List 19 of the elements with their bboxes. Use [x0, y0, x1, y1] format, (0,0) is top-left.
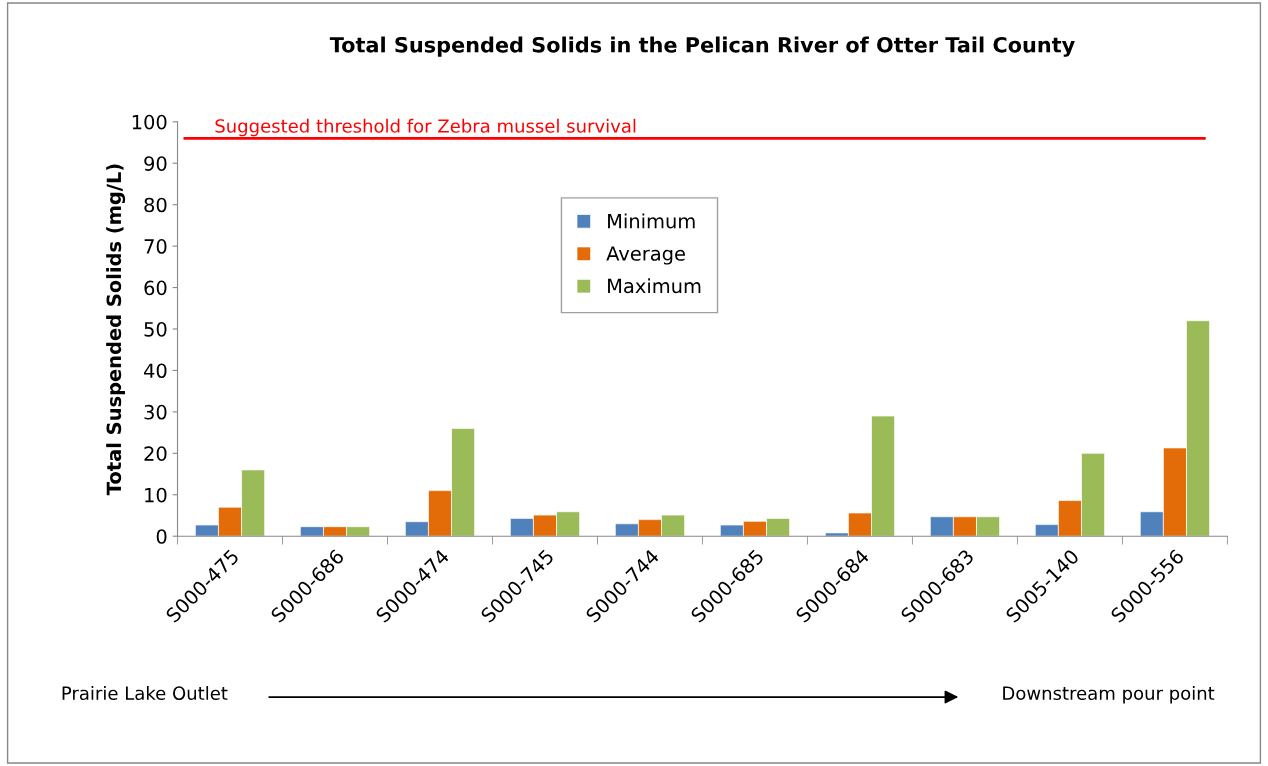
chart-title: Total Suspended Solids in the Pelican River of Otter Tail County: [329, 36, 1075, 57]
y-tick-label: 70: [144, 239, 167, 254]
y-tick-label: 20: [144, 446, 167, 461]
y-tick-label: 50: [144, 321, 167, 337]
y-tick-label: 10: [145, 487, 167, 503]
y-tick-label: 30: [144, 404, 167, 420]
y-tick-label: 100: [132, 114, 167, 130]
text: Prairie Lake Outlet: [62, 686, 228, 700]
legend-label: Minimum: [608, 213, 695, 229]
text: Downstream pour point: [1003, 686, 1215, 704]
y-tick-label: 90: [144, 156, 167, 171]
y-tick-label: 40: [144, 363, 167, 379]
y-tick-label: 80: [144, 197, 167, 213]
y-tick-label: 60: [144, 280, 167, 296]
legend-label: Maximum: [608, 278, 701, 294]
ref-line-label: Suggested threshold for Zebra mussel survival: [215, 118, 636, 137]
legend-label: Average: [606, 246, 685, 265]
y-tick-label: 0: [156, 529, 167, 544]
y-axis-title: Total Suspended Solids (mg/L): [106, 164, 126, 496]
